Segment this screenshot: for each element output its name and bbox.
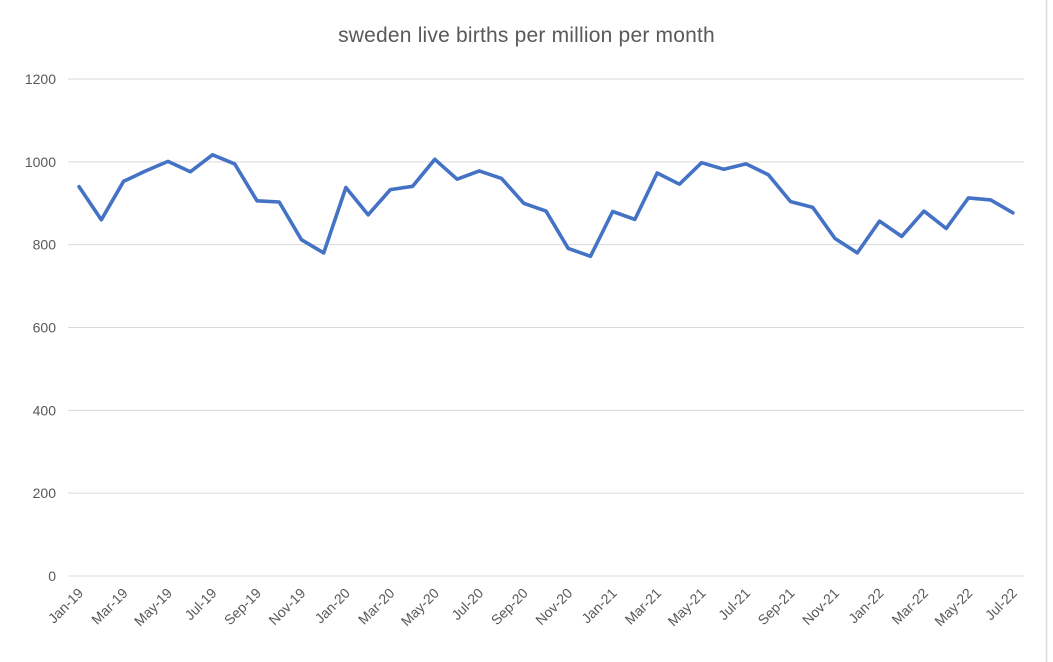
- x-tick-label: Nov-19: [265, 585, 308, 628]
- x-tick-label: Mar-20: [355, 585, 398, 628]
- x-tick-label: Sep-20: [488, 585, 531, 628]
- x-tick-label: Jan-19: [45, 585, 87, 627]
- x-tick-label: Nov-20: [532, 585, 575, 628]
- y-axis-labels: 0 200 400 600 800 1000 1200: [25, 71, 56, 584]
- x-tick-label: Nov-21: [799, 585, 842, 628]
- x-tick-label: Jan-20: [311, 585, 353, 627]
- x-tick-label: Jul-19: [181, 585, 219, 623]
- series-line: [77, 153, 1015, 259]
- x-tick-label: May-19: [131, 585, 175, 629]
- x-tick-label: Jan-21: [578, 585, 620, 627]
- x-tick-label: Sep-21: [754, 585, 797, 628]
- y-tick-label: 400: [33, 402, 57, 418]
- y-tick-label: 600: [33, 320, 57, 336]
- x-tick-label: Mar-22: [888, 585, 931, 628]
- x-tick-label: Mar-21: [622, 585, 665, 628]
- x-tick-label: Jan-22: [845, 585, 887, 627]
- x-tick-label: Jul-20: [448, 585, 486, 623]
- x-tick-label: Mar-19: [88, 585, 131, 628]
- y-tick-label: 800: [33, 237, 57, 253]
- x-tick-label: Sep-19: [221, 585, 264, 628]
- x-tick-label: May-21: [664, 585, 708, 629]
- x-tick-label: May-22: [931, 585, 975, 629]
- y-tick-label: 1000: [25, 154, 56, 170]
- y-tick-label: 1200: [25, 71, 56, 87]
- x-tick-label: May-20: [398, 585, 442, 629]
- y-tick-label: 0: [48, 568, 56, 584]
- x-axis-labels: Jan-19 Mar-19 May-19 Jul-19 Sep-19 Nov-19 Jan-…: [45, 585, 1020, 629]
- chart-title: sweden live births per million per month: [338, 24, 715, 47]
- x-tick-label: Jul-22: [982, 585, 1020, 623]
- x-tick-label: Jul-21: [715, 585, 753, 623]
- y-tick-label: 200: [33, 485, 57, 501]
